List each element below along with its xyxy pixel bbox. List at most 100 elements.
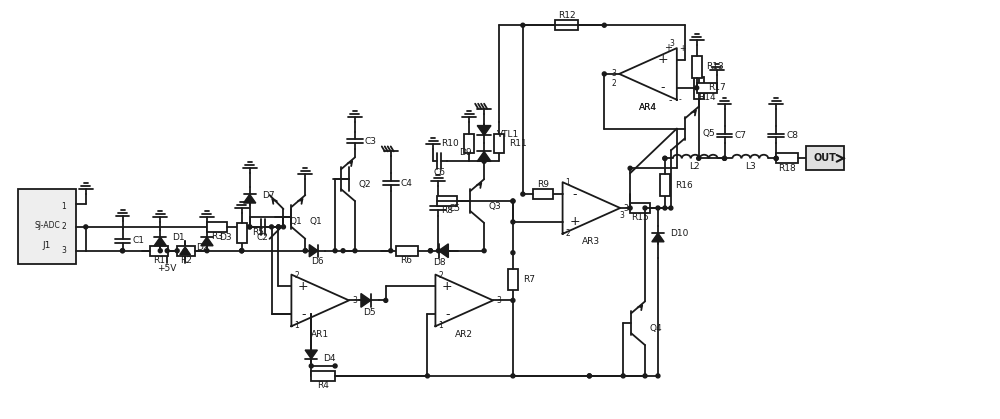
Text: C8: C8 (786, 131, 798, 140)
Bar (237, 223, 247, 243)
Circle shape (643, 206, 647, 210)
Text: +: + (298, 280, 309, 293)
Text: R1: R1 (153, 256, 165, 265)
Bar (806, 146, 844, 170)
Text: +5V: +5V (158, 264, 177, 273)
Bar (697, 83, 717, 93)
Circle shape (205, 249, 209, 253)
Circle shape (303, 249, 307, 253)
Text: R4: R4 (317, 381, 329, 391)
Circle shape (656, 374, 660, 378)
Text: R8: R8 (441, 207, 453, 215)
Bar (207, 222, 227, 232)
Polygon shape (305, 350, 317, 359)
Text: -: - (679, 95, 682, 104)
Text: 1: 1 (294, 321, 299, 330)
Text: OUT: OUT (813, 153, 836, 163)
Circle shape (774, 156, 778, 160)
Text: C3: C3 (365, 137, 377, 146)
Circle shape (270, 225, 274, 229)
Text: -: - (661, 81, 665, 94)
Circle shape (663, 206, 667, 210)
Text: AR4: AR4 (639, 103, 657, 112)
Bar (177, 246, 195, 256)
Text: -: - (301, 308, 306, 321)
Bar (18, 189, 76, 264)
Circle shape (276, 225, 280, 229)
Circle shape (587, 374, 591, 378)
Text: Q1: Q1 (289, 217, 302, 226)
Text: R17: R17 (709, 83, 726, 92)
Text: L2: L2 (689, 162, 700, 171)
Circle shape (428, 249, 432, 253)
Text: L3: L3 (745, 162, 756, 171)
Text: +: + (658, 54, 668, 67)
Circle shape (428, 249, 432, 253)
Circle shape (587, 374, 591, 378)
Polygon shape (619, 48, 677, 100)
Text: 2: 2 (438, 271, 443, 279)
Polygon shape (435, 274, 493, 326)
Circle shape (158, 249, 162, 253)
Circle shape (482, 159, 486, 163)
Text: D10: D10 (670, 229, 688, 238)
Circle shape (240, 249, 244, 253)
Bar (396, 246, 418, 256)
Circle shape (621, 374, 625, 378)
Bar (776, 153, 798, 163)
Circle shape (240, 249, 244, 253)
Polygon shape (563, 182, 620, 234)
Bar (694, 77, 704, 99)
Text: 3: 3 (352, 296, 357, 305)
Text: R16: R16 (675, 181, 693, 190)
Text: AR4: AR4 (639, 103, 657, 112)
Circle shape (521, 192, 525, 196)
Text: 1: 1 (438, 321, 443, 330)
Circle shape (602, 72, 606, 76)
Text: Q1: Q1 (309, 217, 322, 226)
Circle shape (602, 23, 606, 27)
Circle shape (353, 249, 357, 253)
Bar (150, 246, 168, 256)
Circle shape (425, 374, 429, 378)
Text: R5: R5 (252, 228, 264, 237)
Circle shape (482, 249, 486, 253)
Text: C2: C2 (257, 233, 269, 242)
Polygon shape (309, 245, 318, 257)
Circle shape (774, 156, 778, 160)
Circle shape (333, 364, 337, 368)
Text: R2: R2 (180, 256, 192, 265)
Polygon shape (291, 274, 349, 326)
Polygon shape (244, 194, 256, 203)
Text: D7: D7 (262, 191, 274, 199)
Text: -: - (572, 188, 577, 201)
Text: D6: D6 (311, 257, 324, 266)
Text: VTL1: VTL1 (497, 130, 519, 139)
Text: D9: D9 (459, 148, 471, 157)
Text: R9: R9 (537, 180, 549, 189)
Polygon shape (154, 237, 166, 246)
Circle shape (663, 156, 667, 160)
Circle shape (511, 199, 515, 203)
Circle shape (656, 206, 660, 210)
Circle shape (248, 225, 252, 229)
Circle shape (341, 249, 345, 253)
Bar (660, 174, 670, 196)
Polygon shape (201, 237, 213, 246)
Polygon shape (361, 293, 371, 307)
Text: C4: C4 (401, 178, 413, 188)
Circle shape (165, 249, 169, 253)
Text: R18: R18 (778, 164, 796, 173)
Text: R11: R11 (509, 139, 527, 148)
Text: R7: R7 (523, 275, 535, 284)
Text: Q5: Q5 (703, 129, 715, 138)
Circle shape (723, 156, 726, 160)
Text: 2: 2 (61, 222, 66, 231)
Text: +: + (569, 215, 580, 228)
Circle shape (695, 86, 699, 90)
Text: R10: R10 (442, 139, 459, 148)
Text: -: - (445, 308, 450, 321)
Circle shape (389, 249, 393, 253)
Circle shape (240, 249, 244, 253)
Bar (692, 56, 702, 78)
